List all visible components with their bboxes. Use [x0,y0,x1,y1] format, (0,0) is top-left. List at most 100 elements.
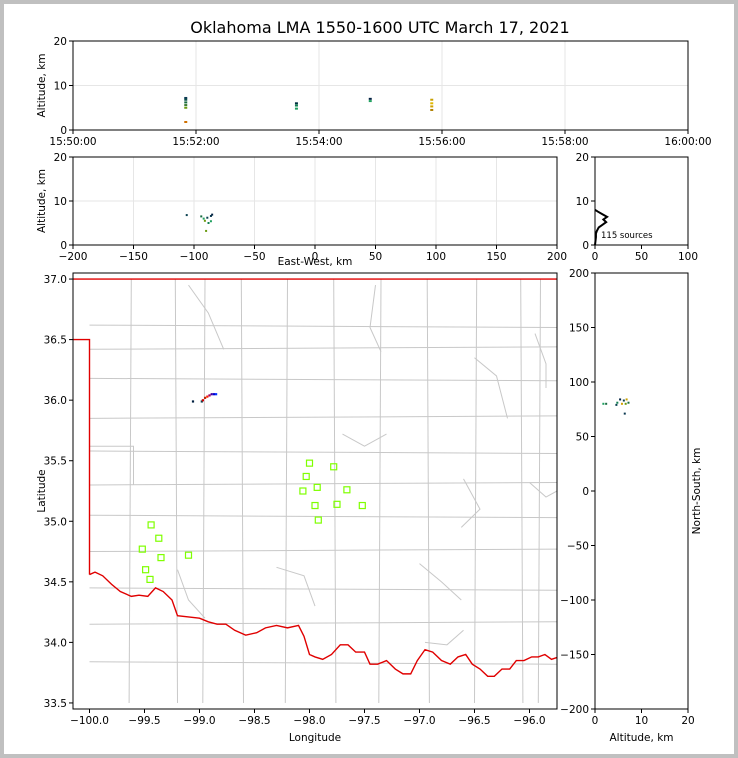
county-boundary [89,450,557,454]
county-boundary [174,279,178,703]
lma-station-marker [157,554,165,562]
ew-xtick-label: −150 [119,251,148,263]
ta-source-point [294,102,298,105]
ta-source-point [430,105,434,108]
ns-ytick-label: 150 [569,323,589,335]
map-xtick-label: −98.0 [293,715,325,727]
ew-source-point [185,214,188,217]
ew-source-point [207,222,210,224]
county-boundary [177,569,206,619]
hist-xtick-label: 50 [635,251,648,263]
ew-ytick-label: 20 [54,152,67,164]
ta-ytick-label: 0 [60,125,67,137]
ta-ytick-label: 20 [54,36,67,48]
source-count-annotation: 115 sources [601,231,653,241]
map-ytick-label: 34.0 [44,637,67,649]
county-boundary [333,279,337,703]
ns-ytick-label: 0 [582,486,589,498]
county-boundary [89,621,557,625]
ns-xlabel: Altitude, km [609,732,673,744]
ns-ytick-label: −50 [567,541,589,553]
map-source-point [191,400,195,403]
map-source-point [206,395,209,398]
map-source-point [200,400,203,403]
ta-xtick-label: 16:00:00 [664,136,711,148]
ew-source-point [203,219,206,222]
lma-station-marker [305,459,314,467]
ns-source-point [616,401,619,404]
ns-source-point [602,402,605,405]
county-boundary [128,279,132,703]
ew-source-point [205,229,208,232]
map-xtick-label: −97.5 [348,715,380,727]
ns-ytick-label: 50 [576,432,589,444]
ew-source-point [202,217,205,220]
lma-station-marker [330,463,338,471]
county-boundary [240,279,244,703]
ta-source-point [430,98,434,101]
map-xtick-label: −99.5 [128,715,160,727]
map-ytick-label: 34.5 [44,577,67,589]
ta-source-point [368,100,372,103]
ta-source-point [184,98,188,101]
lma-station-marker [146,575,154,584]
ta-source-point [184,101,188,104]
lma-station-marker [358,501,366,510]
lma-station-marker [184,551,193,559]
map-plot-frame [72,272,558,710]
map-xtick-label: −99.0 [183,715,215,727]
ew-xtick-label: 100 [426,251,446,263]
map-ytick-label: 35.0 [44,516,67,528]
county-boundary [426,279,430,703]
map-source-point [212,393,215,396]
ta-source-point [184,106,188,109]
map-source-point [201,399,204,402]
ns-ylabel: North-South, km [691,448,703,535]
ew-source-point [206,216,209,219]
ns-ytick-label: −100 [560,595,589,607]
ew-ytick-label: 10 [54,196,67,208]
ew-xtick-label: −100 [180,251,209,263]
county-boundary [89,587,557,591]
county-boundary [474,357,508,419]
ew-xtick-label: 0 [312,251,319,263]
county-boundary [89,346,557,350]
ew-xtick-label: −200 [59,251,88,263]
ew-source-point [211,213,214,216]
ta-xtick-label: 15:58:00 [541,136,588,148]
north-south-plot-frame [594,272,689,710]
ta-source-point [368,97,372,100]
ew-xtick-label: 200 [547,251,567,263]
hist-xtick-label: 100 [678,251,698,263]
map-source-point [204,396,207,399]
figure-canvas: Oklahoma LMA 1550-1600 UTC March 17, 202… [36,18,712,744]
ns-source-point [624,402,627,405]
county-boundary [284,279,288,703]
ns-source-point [622,399,625,402]
hist-ytick-label: 20 [576,152,589,164]
ew-ytick-label: 0 [60,240,67,252]
ta-source-point [184,104,188,107]
ew-ylabel: Altitude, km [36,169,48,233]
county-boundary [89,415,557,419]
county-boundary [424,629,464,646]
map-xtick-label: −96.5 [458,715,490,727]
county-boundary [89,445,134,485]
hist-xtick-label: 0 [592,251,599,263]
map-ytick-label: 33.5 [44,698,67,710]
county-boundary [89,377,557,382]
map-ytick-label: 36.0 [44,395,67,407]
ta-source-point [184,120,188,123]
lma-station-marker [333,500,341,508]
county-boundary [378,279,382,703]
ew-xtick-label: −50 [243,251,265,263]
county-boundary [276,566,316,607]
ta-source-point [430,108,434,111]
map-xtick-label: −98.5 [238,715,270,727]
map-xtick-label: −96.0 [513,715,545,727]
ta-xtick-label: 15:56:00 [418,136,465,148]
figure-title: Oklahoma LMA 1550-1600 UTC March 17, 202… [190,18,569,37]
ta-source-point [294,104,298,107]
map-ytick-label: 37.0 [44,274,67,286]
map-ytick-label: 35.5 [44,456,67,468]
